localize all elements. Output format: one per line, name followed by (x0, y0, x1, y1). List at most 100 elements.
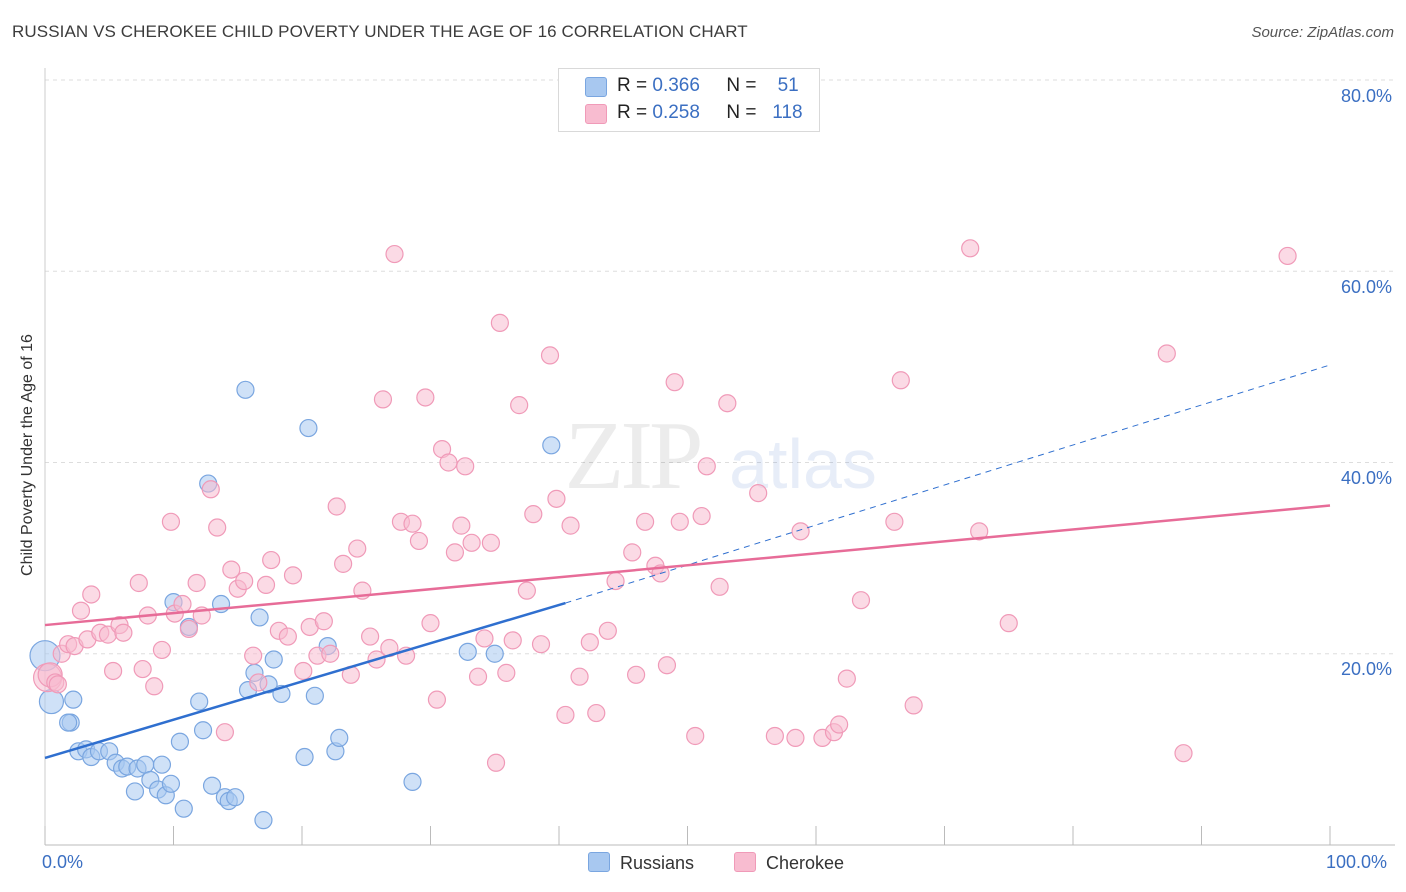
data-point-cherokee (486, 753, 506, 772)
data-point-cherokee (623, 543, 642, 562)
data-point-cherokee (556, 705, 575, 725)
data-point-cherokee (445, 543, 465, 562)
data-point-cherokee (686, 726, 705, 746)
data-point-cherokee (570, 667, 589, 686)
data-point-russians (295, 747, 314, 767)
data-point-cherokee (635, 512, 655, 531)
data-point-cherokee (540, 346, 560, 365)
data-point-cherokee (114, 623, 133, 642)
data-point-cherokee (256, 575, 276, 595)
bottom-legend-label-cherokee: Cherokee (766, 853, 845, 873)
data-point-cherokee (970, 522, 989, 541)
data-point-russians (305, 686, 324, 705)
data-point-russians (236, 380, 255, 399)
data-point-cherokee (517, 581, 536, 600)
data-point-cherokee (201, 480, 220, 499)
data-point-cherokee (348, 539, 367, 558)
data-point-cherokee (456, 457, 475, 476)
data-point-cherokee (497, 663, 516, 682)
data-point-cherokee (416, 388, 435, 407)
bottom-legend-cherokee: Cherokee (734, 852, 844, 874)
data-point-russians (264, 650, 283, 669)
data-point-cherokee (718, 394, 737, 413)
chart-title: RUSSIAN VS CHEROKEE CHILD POVERTY UNDER … (12, 22, 748, 41)
data-point-russians (485, 644, 504, 663)
data-point-cherokee (885, 512, 904, 531)
axes (44, 68, 1395, 846)
data-point-cherokee (385, 244, 404, 264)
data-point-cherokee (710, 577, 729, 596)
data-point-cherokee (294, 661, 313, 681)
y-tick-label-60: 60.0% (1340, 277, 1392, 297)
data-point-cherokee (481, 533, 500, 552)
data-point-cherokee (187, 573, 206, 593)
data-point-cherokee (82, 585, 101, 604)
data-point-russians (190, 692, 209, 711)
data-point-cherokee (452, 516, 471, 535)
data-point-cherokee (421, 614, 440, 633)
data-point-russians (193, 721, 213, 740)
grid-lines (45, 79, 1395, 655)
watermark-zip: ZIP (565, 402, 700, 510)
data-point-russians (161, 774, 181, 793)
data-point-cherokee (244, 646, 263, 665)
data-point-cherokee (904, 696, 923, 715)
data-point-cherokee (786, 728, 805, 748)
data-point-cherokee (104, 661, 123, 681)
data-point-cherokee (531, 635, 551, 654)
x-tick-label-max: 100.0% (1326, 852, 1388, 872)
data-point-cherokee (235, 571, 254, 591)
data-point-russians (202, 776, 222, 795)
stats-legend: R = 0.366 N = 51 R = 0.258 N = 118 (558, 68, 820, 132)
data-point-cherokee (791, 522, 810, 541)
data-point-cherokee (626, 665, 646, 684)
data-point-cherokee (999, 614, 1018, 633)
data-point-russians (542, 436, 561, 455)
data-point-cherokee (961, 239, 980, 258)
data-point-cherokee (1174, 744, 1193, 763)
data-point-russians (330, 728, 349, 748)
data-point-russians (254, 811, 273, 830)
data-point-cherokee (152, 640, 172, 660)
legend-r-value: 0.258 (652, 102, 700, 123)
data-point-cherokee (1278, 246, 1297, 266)
data-point-cherokee (403, 514, 422, 533)
data-point-cherokee (373, 390, 393, 409)
data-point-cherokee (587, 703, 606, 723)
data-points (29, 239, 1297, 830)
bottom-legend-swatch-cherokee (734, 852, 756, 872)
bottom-legend-russians: Russians (588, 852, 694, 874)
data-point-cherokee (1157, 344, 1176, 363)
data-point-cherokee (503, 631, 522, 650)
data-point-cherokee (851, 591, 871, 610)
data-point-cherokee (475, 629, 494, 648)
data-point-russians (299, 418, 318, 438)
data-point-cherokee (468, 667, 488, 686)
data-point-cherokee (262, 550, 281, 570)
data-point-cherokee (283, 566, 303, 585)
data-point-cherokee (462, 533, 481, 552)
data-point-russians (403, 772, 422, 791)
y-tick-label-80: 80.0% (1340, 86, 1392, 106)
data-point-russians (250, 608, 269, 627)
legend-r-label: R = (617, 102, 648, 123)
data-point-cherokee (48, 675, 67, 694)
data-point-russians (64, 690, 83, 709)
legend-r-label: R = (617, 75, 648, 96)
data-point-cherokee (524, 505, 543, 524)
source-credit: Source: ZipAtlas.com (1251, 24, 1394, 41)
trend-line-russians (44, 601, 566, 760)
legend-n-value: 118 (772, 102, 803, 123)
data-point-cherokee (427, 690, 447, 709)
data-point-cherokee (657, 656, 677, 675)
data-point-cherokee (314, 612, 333, 631)
legend-r-value: 0.366 (652, 75, 700, 96)
data-point-cherokee (830, 715, 849, 734)
y-tick-label-40: 40.0% (1340, 468, 1392, 488)
data-point-cherokee (249, 673, 268, 692)
legend-n-value: 51 (777, 75, 799, 96)
bottom-legend-label-russians: Russians (620, 853, 695, 873)
data-point-cherokee (598, 621, 617, 640)
trend-line-cherokee (44, 504, 1331, 627)
